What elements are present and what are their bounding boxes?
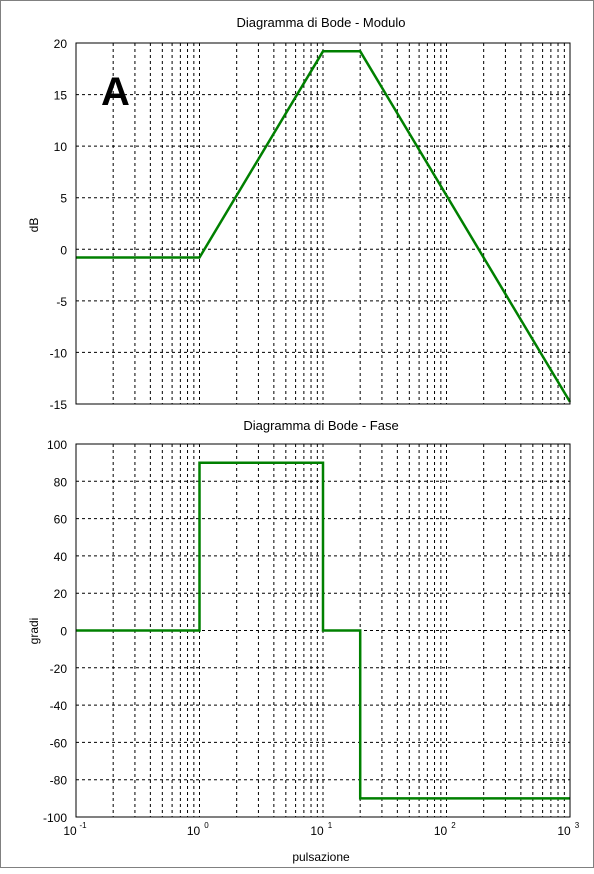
y-tick-label: -80 xyxy=(50,774,68,788)
magnitude-plot: Diagramma di Bode - Modulo 20 15 10 5 0 -5 -10… xyxy=(27,15,572,412)
y-tick-label: -10 xyxy=(50,346,68,360)
x-tick-label: 10 xyxy=(63,824,77,838)
y-tick-label: 10 xyxy=(54,140,68,154)
y-tick-label: 20 xyxy=(54,37,68,51)
x-tick-exponent: 1 xyxy=(328,821,333,830)
magnitude-axes-frame xyxy=(75,42,571,405)
y-tick-label: 0 xyxy=(60,243,67,257)
x-tick-label: 10 xyxy=(434,824,448,838)
y-tick-label: 60 xyxy=(54,513,68,527)
phase-xlabel: pulsazione xyxy=(292,850,350,864)
phase-ylabel: gradi xyxy=(27,618,41,645)
y-tick-label: 80 xyxy=(54,475,68,489)
phase-plot: Diagramma di Bode - Fase 100806040200-20… xyxy=(27,418,580,864)
y-tick-label: -60 xyxy=(50,736,68,750)
y-tick-label: -15 xyxy=(50,398,68,412)
y-tick-label: -40 xyxy=(50,699,68,713)
y-tick-label: 15 xyxy=(54,89,68,103)
y-tick-label: -100 xyxy=(43,811,67,825)
y-tick-label: 0 xyxy=(60,625,67,639)
magnitude-title: Diagramma di Bode - Modulo xyxy=(236,15,405,30)
x-tick-label: 10 xyxy=(187,824,201,838)
phase-curve xyxy=(76,461,570,800)
magnitude-ylabel: dB xyxy=(27,218,41,233)
phase-title: Diagramma di Bode - Fase xyxy=(243,418,398,433)
x-tick-exponent: 3 xyxy=(575,821,580,830)
y-tick-label: 5 xyxy=(60,192,67,206)
y-tick-label: -5 xyxy=(56,295,67,309)
x-tick-exponent: 0 xyxy=(204,821,209,830)
x-tick-exponent: 2 xyxy=(451,821,456,830)
y-tick-label: 100 xyxy=(47,438,67,452)
y-tick-label: 40 xyxy=(54,550,68,564)
x-tick-label: 10 xyxy=(557,824,571,838)
y-tick-label: -20 xyxy=(50,662,68,676)
y-tick-label: 20 xyxy=(54,587,68,601)
phase-axes-frame xyxy=(75,443,571,818)
x-tick-exponent: -1 xyxy=(79,821,87,830)
panel-letter: A xyxy=(101,70,130,114)
x-tick-label: 10 xyxy=(310,824,324,838)
magnitude-curve xyxy=(76,50,572,403)
